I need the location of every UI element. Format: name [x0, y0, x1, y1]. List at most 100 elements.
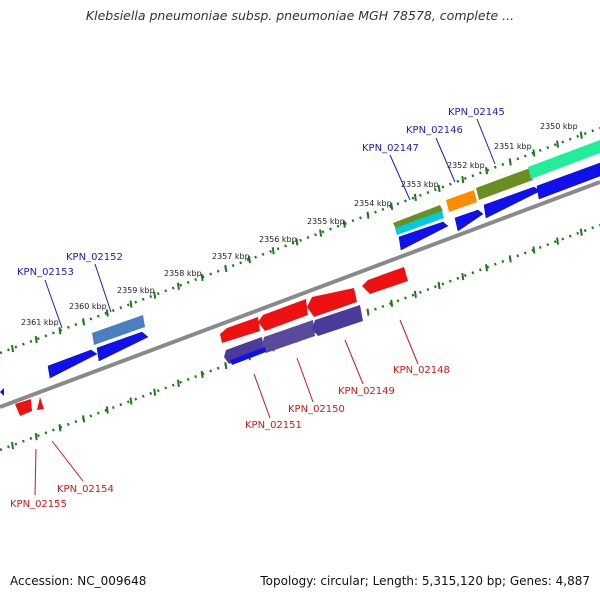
connector-line	[399, 319, 419, 365]
connector-line	[435, 137, 456, 183]
scale-tick	[413, 193, 417, 202]
gene-arrow[interactable]	[476, 168, 533, 200]
scale-tick	[437, 281, 441, 290]
scale-tick	[105, 406, 109, 414]
scale-label: 2359 kbp	[117, 286, 155, 295]
scale-tick	[366, 211, 370, 219]
gene-arrow[interactable]	[0, 388, 4, 396]
scale-tick	[153, 291, 157, 299]
gene-arrow[interactable]	[230, 347, 266, 365]
scale-tick	[82, 318, 86, 326]
gene-label[interactable]: KPN_02154	[57, 484, 114, 495]
reverse-gene-arrows	[15, 267, 408, 416]
scale-label: 2351 kbp	[494, 142, 532, 151]
scale-tick	[11, 441, 14, 450]
scale-tick	[579, 131, 583, 139]
scale-tick	[224, 264, 228, 273]
outer-major-ticks	[11, 131, 583, 353]
gene-label[interactable]: KPN_02150	[288, 404, 345, 415]
gene-arrow[interactable]	[15, 399, 32, 416]
gene-arrow[interactable]	[258, 299, 308, 331]
scale-tick	[153, 388, 157, 396]
gene-arrow[interactable]	[37, 397, 44, 410]
scale-label: 2361 kbp	[21, 318, 59, 327]
scale-tick	[532, 246, 536, 254]
gene-arrow[interactable]	[446, 190, 477, 212]
scale-label: 2358 kbp	[164, 269, 202, 278]
scale-tick	[82, 415, 86, 423]
scale-tick	[413, 290, 417, 299]
scale-tick	[200, 273, 204, 282]
gene-label[interactable]: KPN_02145	[448, 107, 505, 118]
connector-line	[476, 118, 496, 165]
scale-label: 2354 kbp	[354, 199, 392, 208]
gene-label[interactable]: KPN_02151	[245, 420, 302, 431]
connector-line	[389, 154, 411, 201]
forward-gene-arrows	[0, 140, 600, 396]
gene-arrow[interactable]	[92, 315, 145, 345]
gene-label[interactable]: KPN_02152	[66, 252, 123, 263]
gene-label[interactable]: KPN_02146	[406, 125, 463, 136]
gene-arrow[interactable]	[393, 205, 443, 229]
scale-tick	[508, 158, 512, 166]
scale-tick	[11, 344, 14, 353]
gene-arrow[interactable]	[220, 317, 260, 343]
scale-tick	[390, 202, 394, 210]
accession-text: Accession: NC_009648	[10, 574, 147, 588]
scale-label: 2352 kbp	[447, 161, 485, 170]
gene-arrow[interactable]	[47, 349, 98, 379]
scale-tick	[105, 309, 109, 317]
scale-tick	[34, 335, 38, 344]
gene-arrow[interactable]	[262, 320, 315, 353]
scale-tick	[129, 397, 133, 405]
connector-line	[344, 339, 364, 385]
scale-tick	[342, 220, 346, 228]
gene-label[interactable]: KPN_02149	[338, 386, 395, 397]
connector-line	[296, 357, 314, 403]
scale-tick	[295, 238, 299, 246]
genome-summary-text: Topology: circular; Length: 5,315,120 bp…	[260, 574, 590, 588]
gene-arrow[interactable]	[536, 162, 600, 200]
scale-tick	[556, 237, 560, 245]
gene-arrow[interactable]	[312, 305, 363, 336]
gene-arrow[interactable]	[307, 288, 357, 317]
connector-line	[44, 279, 63, 329]
scale-tick	[200, 370, 204, 379]
gene-arrow[interactable]	[528, 140, 600, 179]
scale-tick	[271, 247, 275, 255]
scale-tick	[366, 308, 370, 316]
scale-tick	[485, 167, 488, 175]
scale-tick	[224, 361, 228, 370]
gene-label[interactable]: KPN_02153	[17, 267, 74, 278]
scale-tick	[579, 228, 583, 236]
gene-arrow[interactable]	[362, 267, 408, 294]
connector-line	[51, 440, 84, 482]
scale-tick	[437, 184, 441, 193]
gene-arrow[interactable]	[395, 211, 444, 235]
scale-tick	[461, 272, 465, 281]
scale-tick	[248, 255, 251, 264]
gene-arrow[interactable]	[454, 209, 484, 232]
scale-tick	[319, 229, 323, 237]
scale-tick	[390, 299, 394, 307]
scale-label: 2356 kbp	[259, 235, 297, 244]
gene-label[interactable]: KPN_02155	[10, 499, 67, 510]
connector-line	[34, 448, 37, 496]
scale-tick	[176, 379, 180, 387]
gene-arrow[interactable]	[96, 331, 149, 362]
gene-label[interactable]: KPN_02147	[362, 143, 419, 154]
scale-tick	[461, 175, 465, 184]
scale-label: 2360 kbp	[69, 302, 107, 311]
scale-tick	[34, 432, 38, 441]
gene-label[interactable]: KPN_02148	[393, 365, 450, 376]
outer-scale-track	[0, 126, 600, 355]
scale-label: 2353 kbp	[401, 180, 439, 189]
gene-arrow[interactable]	[224, 337, 264, 364]
scale-tick	[58, 424, 62, 432]
scale-tick	[556, 140, 560, 148]
scale-label: 2350 kbp	[540, 122, 578, 131]
scale-tick	[129, 300, 133, 308]
gene-arrow[interactable]	[398, 221, 449, 251]
label-connectors	[34, 118, 496, 496]
